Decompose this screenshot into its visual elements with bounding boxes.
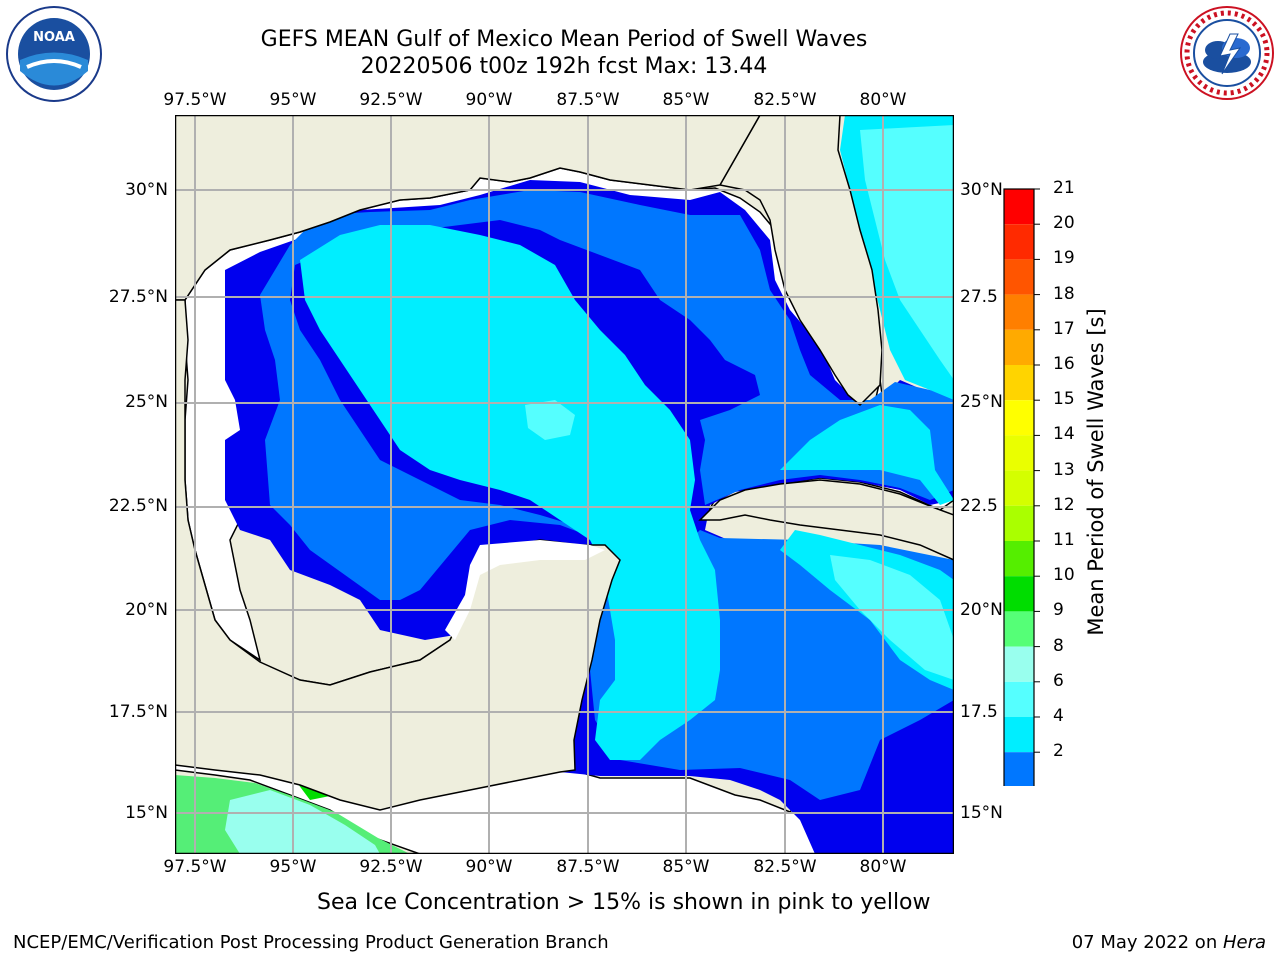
colorbar-tick-label: 6 — [1053, 670, 1064, 691]
lat-label-right: 25°N — [960, 392, 1003, 412]
colorbar-segment — [1004, 329, 1034, 365]
colorbar-tick-label: 17 — [1053, 318, 1075, 339]
colorbar-tick-label: 19 — [1053, 248, 1075, 269]
colorbar-tick-label: 8 — [1053, 635, 1064, 656]
lon-label-top: 95°W — [269, 90, 317, 110]
swell-contour-8s-gulf — [525, 400, 575, 440]
lon-label-top: 85°W — [662, 90, 710, 110]
lat-label-left: 15°N — [125, 803, 168, 823]
colorbar-segment — [1004, 717, 1034, 753]
colorbar-tick-label: 11 — [1053, 530, 1075, 550]
swell-contour-6s — [300, 225, 720, 760]
map-subtitle: 20220506 t00z 192h fcst Max: 13.44 — [360, 54, 768, 79]
map-title: GEFS MEAN Gulf of Mexico Mean Period of … — [260, 27, 868, 52]
colorbar — [1003, 188, 1040, 786]
lat-label-left: 27.5°N — [108, 287, 168, 307]
colorbar-tick-label: 13 — [1053, 459, 1075, 480]
lat-label-right: 15°N — [960, 803, 1003, 823]
lat-label-left: 22.5°N — [108, 496, 168, 516]
lat-label-right: 17.5 — [960, 702, 998, 722]
lon-label-bottom: 87.5°W — [556, 857, 620, 877]
sea-ice-note: Sea Ice Concentration > 15% is shown in … — [317, 890, 931, 915]
footer-date-text: 07 May 2022 on — [1071, 932, 1223, 953]
colorbar-segment — [1004, 752, 1034, 786]
colorbar-segment — [1004, 470, 1034, 506]
colorbar-tick-label: 9 — [1053, 600, 1064, 621]
pacific-wave-area-light — [225, 790, 380, 854]
swell-contour-4s — [260, 190, 954, 800]
footer-date: 07 May 2022 on Hera — [1072, 932, 1266, 953]
lon-label-top: 80°W — [859, 90, 907, 110]
colorbar-segment — [1004, 681, 1034, 717]
colorbar-tick-label: 12 — [1053, 494, 1075, 515]
land-cuba — [698, 479, 954, 561]
colorbar-segment — [1004, 365, 1034, 401]
colorbar-segment — [1004, 611, 1034, 647]
land-florida — [718, 115, 883, 407]
colorbar-segment — [1004, 505, 1034, 541]
noaa-logo-icon: NOAA — [6, 6, 102, 102]
lon-label-bottom: 80°W — [859, 857, 907, 877]
colorbar-segment — [1004, 189, 1034, 225]
colorbar-segment — [1004, 646, 1034, 682]
lat-label-left: 20°N — [125, 600, 168, 620]
swell-contour-8s-caribbean — [830, 555, 954, 680]
nws-logo-icon — [1180, 6, 1274, 100]
lon-label-top: 87.5°W — [556, 90, 620, 110]
colorbar-tick-label: 4 — [1053, 706, 1064, 726]
gulf-of-mexico-map — [175, 115, 954, 854]
lat-label-left: 30°N — [125, 180, 168, 200]
lat-label-right: 20°N — [960, 600, 1003, 620]
lon-label-top: 82.5°W — [753, 90, 817, 110]
colorbar-segment — [1004, 400, 1034, 436]
colorbar-tick-label: 21 — [1053, 178, 1075, 198]
footer-host: Hera — [1222, 932, 1266, 953]
colorbar-segment — [1004, 224, 1034, 260]
lon-label-bottom: 82.5°W — [753, 857, 817, 877]
lon-label-top: 97.5°W — [163, 90, 227, 110]
colorbar-segment — [1004, 541, 1034, 577]
map-frame — [175, 115, 954, 854]
lon-label-bottom: 92.5°W — [359, 857, 423, 877]
lat-label-left: 17.5°N — [108, 702, 168, 722]
colorbar-label: Mean Period of Swell Waves [s] — [1084, 308, 1108, 636]
colorbar-frame — [1003, 188, 1035, 786]
colorbar-tick-label: 2 — [1053, 741, 1064, 762]
lat-label-right: 27.5 — [960, 287, 998, 307]
lon-label-top: 90°W — [465, 90, 513, 110]
colorbar-segment — [1004, 576, 1034, 612]
colorbar-tick-label: 18 — [1053, 283, 1075, 304]
graticule — [175, 115, 954, 854]
lon-label-bottom: 97.5°W — [163, 857, 227, 877]
lon-label-bottom: 95°W — [269, 857, 317, 877]
colorbar-segment — [1004, 259, 1034, 295]
colorbar-segment — [1004, 435, 1034, 471]
colorbar-tick-label: 16 — [1053, 354, 1075, 374]
footer-credit: NCEP/EMC/Verification Post Processing Pr… — [13, 932, 609, 953]
colorbar-tick-label: 15 — [1053, 389, 1075, 410]
lat-label-left: 25°N — [125, 392, 168, 412]
colorbar-tick-label: 14 — [1053, 424, 1075, 445]
noaa-logo-text: NOAA — [33, 30, 75, 45]
lon-label-bottom: 85°W — [662, 857, 710, 877]
lat-label-right: 22.5 — [960, 496, 998, 516]
lat-label-right: 30°N — [960, 180, 1003, 200]
colorbar-tick-label: 10 — [1053, 565, 1075, 586]
lon-label-top: 92.5°W — [359, 90, 423, 110]
colorbar-segment — [1004, 294, 1034, 330]
gulf-water-white-yucatan — [445, 540, 605, 640]
colorbar-tick-label: 20 — [1053, 213, 1075, 234]
lon-label-bottom: 90°W — [465, 857, 513, 877]
